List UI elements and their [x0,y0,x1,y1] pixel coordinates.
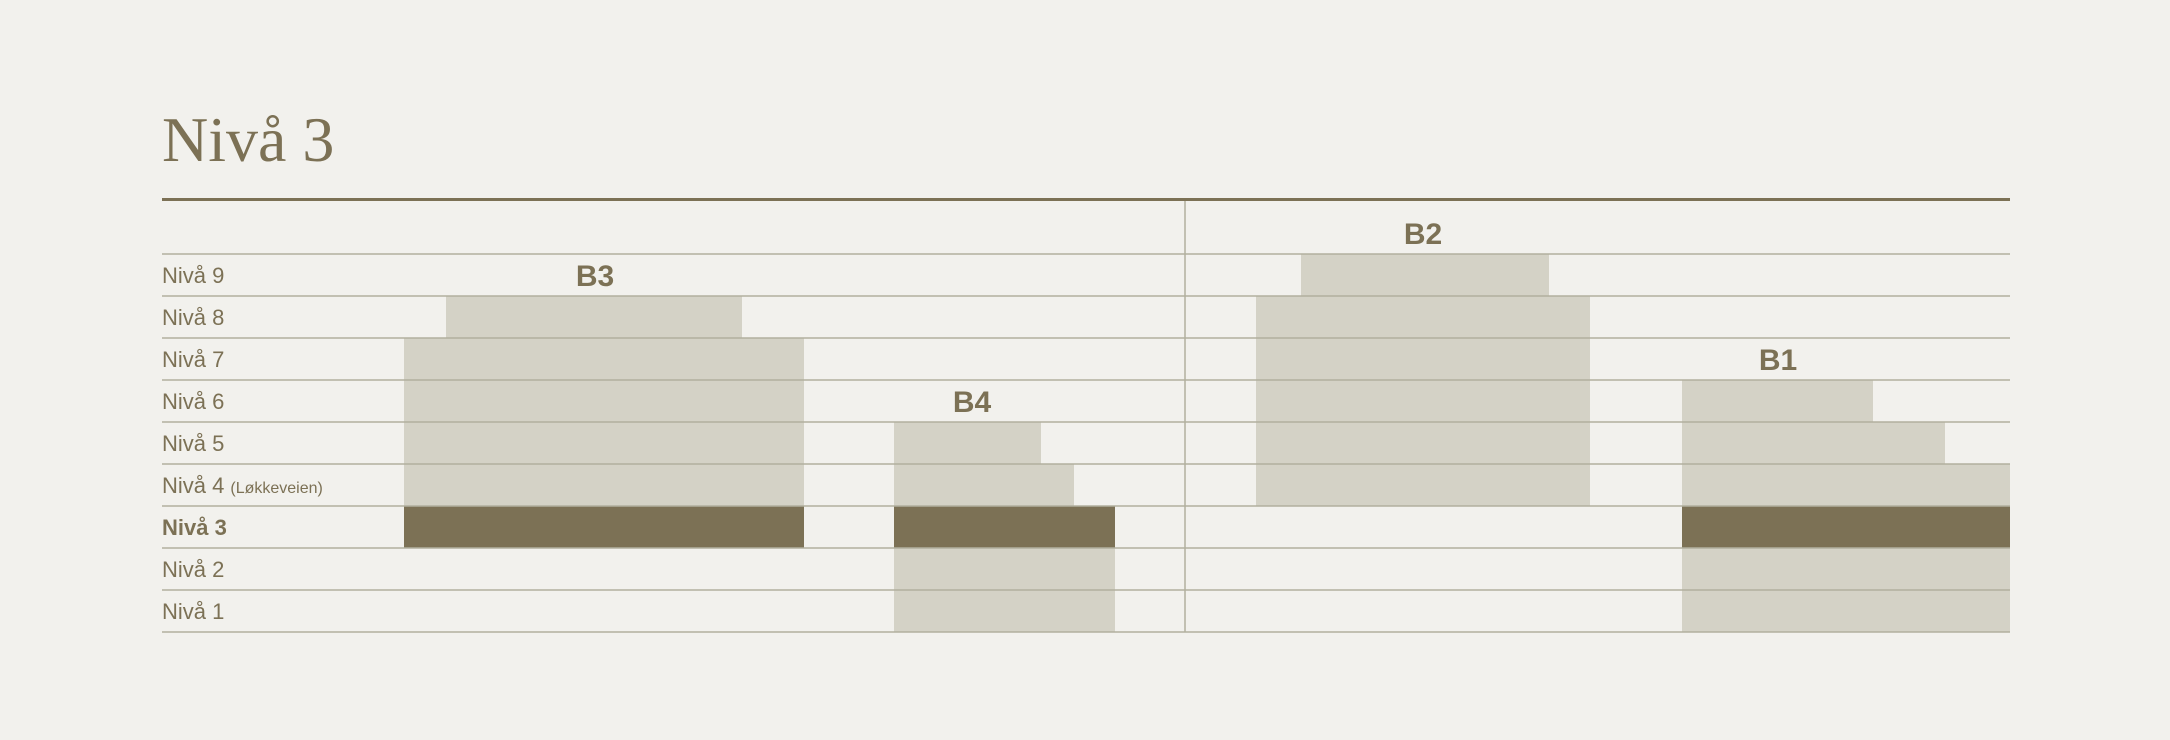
b4-level-1-block [894,590,1115,632]
building-label-b3: B3 [575,260,615,293]
b4-level-5-block [894,422,1041,464]
building-label-b1: B1 [1758,344,1798,377]
level-label-4: Nivå 4 (Løkkeveien) [162,473,323,498]
b2-level-7-block [1256,338,1590,380]
b1-level-2-block [1682,548,2010,590]
b2-level-8-block [1256,296,1590,338]
b1-level-4-block [1682,464,2010,506]
level-label-7: Nivå 7 [162,347,225,372]
level-label-2: Nivå 2 [162,557,225,582]
b4-level-3-block-current [894,506,1115,548]
page-title: Nivå 3 [162,104,335,175]
level-label-8: Nivå 8 [162,305,225,330]
level-label-5: Nivå 5 [162,431,225,456]
b1-level-1-block [1682,590,2010,632]
b2-level-4-block [1256,464,1590,506]
b2-level-6-block [1256,380,1590,422]
b2-level-9-block [1301,254,1549,296]
level-label-9: Nivå 9 [162,263,225,288]
b1-level-5-block [1682,422,1945,464]
b4-level-2-block [894,548,1115,590]
building-label-b2: B2 [1403,218,1443,251]
level-note-lokkeveien: (Løkkeveien) [230,480,323,497]
b3-level-4-block [404,464,804,506]
b3-level-7-block [404,338,804,380]
b3-level-3-block-current [404,506,804,548]
level-label-6: Nivå 6 [162,389,225,414]
title-divider [162,198,2010,201]
level-label-3-current: Nivå 3 [162,515,227,540]
b2-level-5-block [1256,422,1590,464]
level-label-1: Nivå 1 [162,599,225,624]
b3-level-8-block [446,296,742,338]
b1-level-3-block-current [1682,506,2010,548]
b3-level-6-block [404,380,804,422]
building-label-b4: B4 [952,386,992,419]
b4-level-4-block [894,464,1074,506]
b1-level-6-block [1682,380,1873,422]
b3-level-5-block [404,422,804,464]
